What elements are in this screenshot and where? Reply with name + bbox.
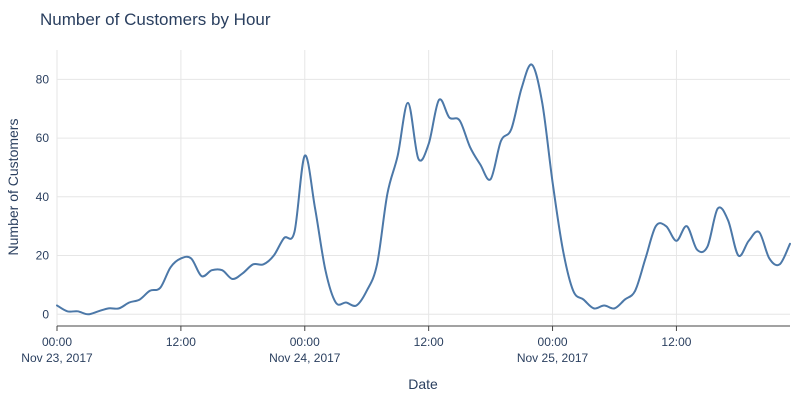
x-tick-label-time: 12:00 (661, 335, 691, 349)
x-tick-label-time: 00:00 (42, 335, 72, 349)
x-tick-label-time: 00:00 (290, 335, 320, 349)
series-line-customers (56, 63, 791, 316)
y-tick-label: 60 (36, 131, 50, 145)
x-tick-label-time: 12:00 (166, 335, 196, 349)
x-tick-label-time: 00:00 (538, 335, 568, 349)
y-tick-label: 80 (36, 72, 50, 86)
x-tick-label-date: Nov 25, 2017 (517, 351, 589, 365)
x-tick-label-date: Nov 24, 2017 (269, 351, 341, 365)
series-layer (56, 63, 791, 316)
y-axis-title: Number of Customers (5, 119, 21, 256)
y-tick-label: 40 (36, 190, 50, 204)
y-tick-label: 20 (36, 249, 50, 263)
x-tick-label-date: Nov 23, 2017 (21, 351, 93, 365)
y-tick-label: 0 (42, 307, 49, 321)
x-axis-title: Date (408, 376, 438, 392)
chart-title: Number of Customers by Hour (40, 10, 271, 29)
x-tick-label-time: 12:00 (414, 335, 444, 349)
gridlines (56, 50, 790, 326)
axes: 0 20 40 60 80 00:00 Nov 23, 2017 12:00 00:00 Nov … (21, 72, 790, 365)
